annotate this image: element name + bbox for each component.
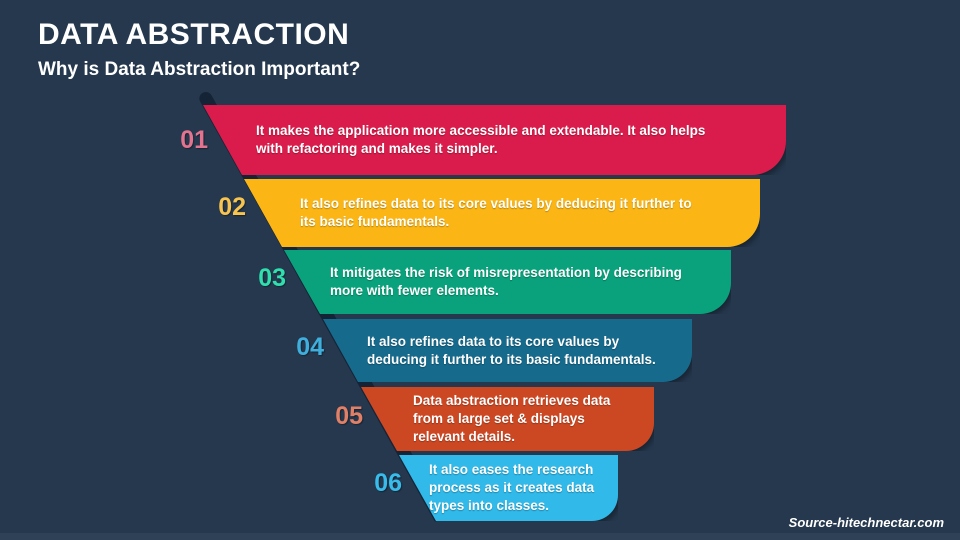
bar-text-line: Data abstraction retrieves data [413,393,611,408]
bar-text-line: It also eases the research [429,462,594,477]
bar-text-line: with refactoring and makes it simpler. [256,141,498,156]
bar-text-line: deducing it further to its basic fundame… [367,351,656,367]
bar-text-line: more with fewer elements. [330,283,499,298]
funnel-bar-2-text: It also refines data to its core values … [244,179,760,247]
step-number-4: 04 [296,333,324,361]
bar-text-line: It also refines data to its core values … [367,333,620,349]
funnel-bar-6-text: It also eases the research process as it… [399,455,618,521]
page-title: DATA ABSTRACTION [38,18,350,51]
footer-strip [0,533,960,540]
bar-text-line: from a large set & displays [413,411,585,426]
bar-text-line: relevant details. [413,429,516,444]
bar-text-line: It makes the application more accessible… [256,123,706,138]
funnel-bar-5-text: Data abstraction retrieves data from a l… [361,387,654,451]
funnel-bar-5: Data abstraction retrieves data from a l… [361,387,654,451]
funnel-bar-3: It mitigates the risk of misrepresentati… [284,250,731,314]
step-number-3: 03 [258,264,286,292]
step-number-1: 01 [180,126,208,154]
bar-text-line: It also refines data to its core values … [300,196,692,211]
step-number-5: 05 [335,402,363,430]
funnel-bar-1-text: It makes the application more accessible… [203,105,786,175]
funnel-bar-2: It also refines data to its core values … [244,179,760,247]
funnel-bar-3-text: It mitigates the risk of misrepresentati… [284,250,731,314]
step-number-6: 06 [374,469,402,497]
step-number-2: 02 [218,193,246,221]
page-subtitle: Why is Data Abstraction Important? [38,59,361,80]
bar-text-line: It mitigates the risk of misrepresentati… [330,265,682,280]
funnel-bar-6: It also eases the research process as it… [399,455,618,521]
funnel-bar-4-text: It also refines data to its core values … [323,319,692,382]
funnel-bar-4: It also refines data to its core values … [323,319,692,382]
funnel-bar-1: It makes the application more accessible… [203,105,786,175]
bar-text-line: process as it creates data [429,480,595,495]
bar-text-line: its basic fundamentals. [300,214,450,229]
bar-text-line: types into classes. [429,498,550,513]
source-credit: Source-hitechnectar.com [788,515,944,530]
